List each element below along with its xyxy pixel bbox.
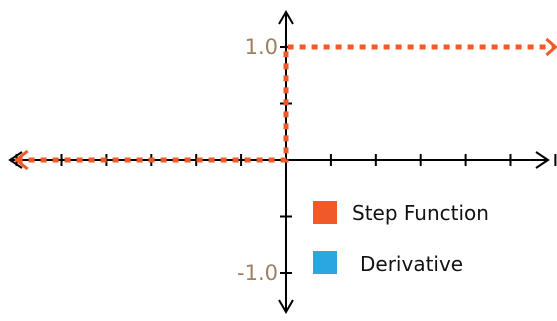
legend-label-step-function: Step Function [352,201,489,225]
x-axis-arrow-right [535,151,550,169]
y-axis-arrow-top [278,10,294,25]
y-tick-label: 1.0 [245,35,278,59]
legend-label-derivative: Derivative [360,252,463,276]
x-axis-arrow-left [8,151,23,169]
series-layer [14,37,557,171]
legend-swatch-derivative [313,251,337,274]
series-arrow-right [545,37,557,57]
axes [8,10,557,314]
legend-swatch-step-function [313,201,337,224]
y-tick-label: -1.0 [237,261,278,285]
series-arrow-left [14,149,29,171]
y-axis-arrow-bottom [278,299,294,314]
series-line-step-function [16,44,556,163]
tick-labels: -1.0 1.0 [237,35,278,285]
legend: Step Function Derivative [313,201,489,276]
